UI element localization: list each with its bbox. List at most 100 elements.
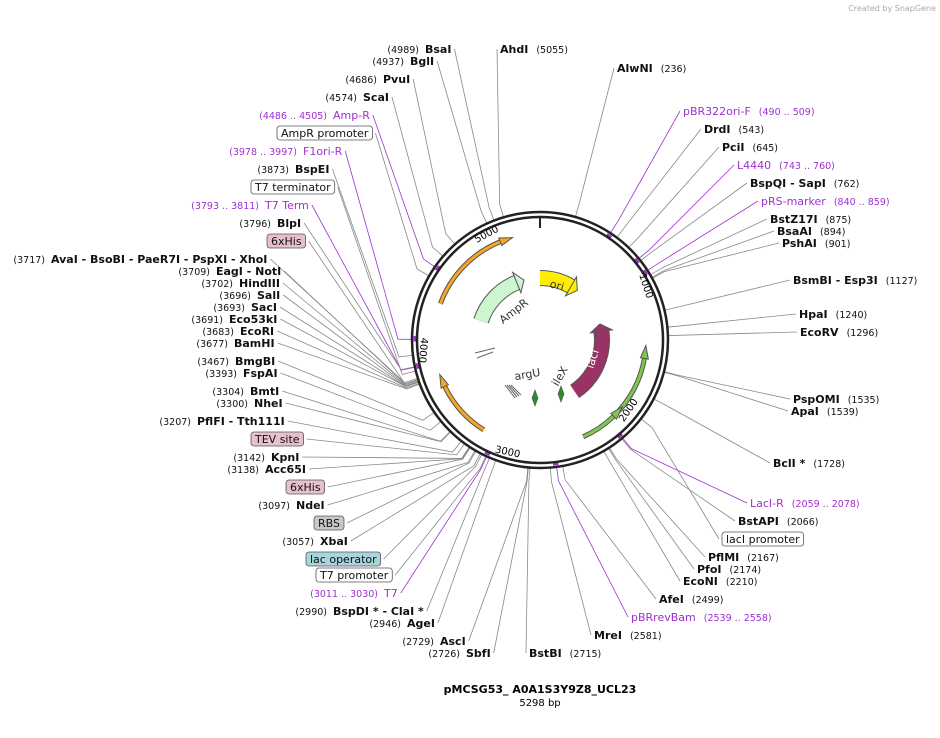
connector	[608, 447, 706, 558]
feature-label: lacI	[584, 348, 602, 370]
site-position: (2210)	[726, 577, 758, 588]
connector	[640, 182, 748, 262]
site-position: (2726)	[428, 649, 460, 660]
connector	[667, 313, 797, 328]
site-position: (840 .. 859)	[834, 197, 890, 208]
connector	[282, 282, 419, 386]
primer-mark	[552, 462, 559, 466]
site-position: (2539 .. 2558)	[704, 613, 772, 624]
arrow-head	[439, 372, 450, 389]
site-position: (645)	[752, 143, 778, 154]
site-label: MreI	[594, 629, 622, 642]
site-label: AscI	[440, 635, 466, 648]
site-label: ApaI	[791, 405, 819, 418]
site-label: DrdI	[704, 123, 731, 136]
primer-mark	[633, 257, 640, 264]
site-label: EcoRI	[240, 325, 274, 338]
site-position: (3138)	[227, 465, 259, 476]
feature-box	[250, 179, 336, 195]
trna-mark	[557, 385, 565, 403]
site-label: PvuI	[383, 73, 410, 86]
connector	[454, 48, 495, 221]
site-position: (3796)	[239, 219, 271, 230]
connector	[282, 294, 419, 387]
ori-arrow	[539, 271, 575, 293]
site-label: HindIII	[239, 277, 280, 290]
f1-ori-arc-2	[443, 385, 485, 432]
site-position: (1296)	[847, 328, 879, 339]
connector	[276, 330, 420, 389]
site-position: (2946)	[369, 619, 401, 630]
f1-ori-arc	[438, 240, 501, 305]
lacI-arc	[582, 415, 615, 439]
site-position: (490 .. 509)	[759, 107, 815, 118]
connector	[603, 450, 681, 582]
site-position: (5055)	[536, 45, 568, 56]
site-label: BlpI	[277, 217, 301, 230]
site-label: AlwNI	[617, 62, 653, 75]
scale-label: 4000	[416, 337, 429, 363]
outer-ring	[410, 210, 670, 470]
connector	[663, 371, 791, 400]
site-label: NdeI	[296, 499, 325, 512]
feature-box	[266, 233, 306, 249]
feature-box-label: AmpR promoter	[281, 127, 369, 140]
connector	[628, 146, 720, 248]
feature-box	[250, 431, 304, 447]
primer-mark	[484, 450, 491, 456]
site-label: BsmBI - Esp3I	[793, 274, 878, 287]
connector	[346, 450, 477, 524]
site-position: (3873)	[257, 165, 289, 176]
primer-label: pBR322ori-F	[683, 105, 751, 118]
connector	[337, 186, 416, 375]
feature-box-label: 6xHis	[271, 235, 302, 248]
primer-mark	[415, 363, 420, 369]
connector	[556, 466, 629, 618]
site-label: PfoI	[697, 563, 722, 576]
connector	[647, 200, 759, 271]
site-position: (762)	[834, 179, 860, 190]
site-position: (3057)	[282, 537, 314, 548]
connector	[278, 360, 435, 421]
labels: AhdI (5055) AlwNI (236) pBR322ori-F (490 .. 5…	[13, 43, 917, 660]
site-label: BglI	[410, 55, 434, 68]
connector	[640, 418, 720, 540]
primer-label: F1ori-R	[303, 145, 343, 158]
site-position: (1127)	[886, 276, 918, 287]
connector	[287, 420, 462, 453]
site-label: BclI *	[773, 457, 806, 470]
feature-box-label: lac operator	[310, 553, 377, 566]
site-label: PshAI	[782, 237, 817, 250]
site-position: (3300)	[216, 399, 248, 410]
scale-label: 3000	[494, 445, 521, 461]
site-position: (3702)	[201, 279, 233, 290]
connector	[608, 448, 695, 570]
connector	[653, 398, 771, 464]
primer-label: LacI-R	[750, 497, 784, 510]
site-label: BstAPI	[738, 515, 779, 528]
feature-label: ori	[548, 277, 565, 293]
feature-box	[305, 551, 382, 567]
site-label: AhdI	[500, 43, 528, 56]
connector	[437, 460, 497, 624]
site-position: (3011 .. 3030)	[310, 589, 378, 600]
site-position: (2059 .. 2078)	[792, 499, 860, 510]
site-position: (2581)	[630, 631, 662, 642]
site-position: (3793 .. 3811)	[191, 201, 259, 212]
arrow-head	[511, 270, 525, 295]
feature-label: ileX	[549, 364, 571, 389]
feature-box	[315, 567, 393, 583]
site-position: (894)	[820, 227, 846, 238]
connector	[525, 467, 531, 654]
connector	[344, 150, 413, 340]
primer-label: T7 Term	[264, 199, 309, 212]
site-position: (3717)	[13, 255, 45, 266]
primer-label: L4440	[737, 159, 771, 172]
plasmid-name: pMCSG53_ A0A1S3Y9Z8_UCL23	[444, 683, 637, 696]
connector	[609, 110, 681, 234]
site-label: PflMI	[708, 551, 739, 564]
connector	[667, 331, 798, 337]
site-label: PflFI - Tth111I	[197, 415, 285, 428]
connector	[306, 438, 466, 456]
